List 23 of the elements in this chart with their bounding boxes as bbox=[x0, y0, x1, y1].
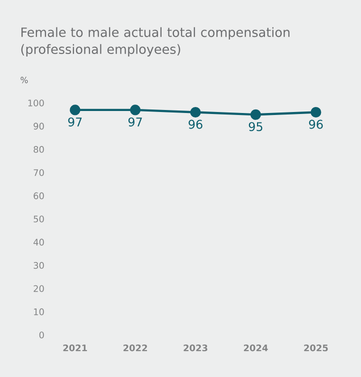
x-tick-label: 2023 bbox=[184, 344, 208, 352]
data-label: 96 bbox=[309, 120, 323, 129]
data-label: 97 bbox=[68, 117, 82, 127]
y-tick-label: 40 bbox=[34, 238, 44, 246]
y-tick-label: 20 bbox=[34, 285, 44, 292]
y-tick-label: 70 bbox=[34, 169, 44, 176]
y-tick-label: 100 bbox=[28, 100, 44, 106]
x-tick-label: 2024 bbox=[244, 344, 268, 352]
x-tick-label: 2025 bbox=[304, 344, 328, 352]
y-axis-title: % bbox=[20, 76, 28, 84]
data-label: 95 bbox=[248, 122, 262, 132]
y-tick-label: 60 bbox=[34, 192, 44, 200]
data-label: 97 bbox=[128, 117, 142, 127]
y-tick-label: 90 bbox=[34, 122, 44, 130]
y-tick-label: 80 bbox=[34, 146, 44, 153]
chart-title: Female to male actual total compensation (professional employees) bbox=[21, 27, 290, 56]
x-tick-label: 2021 bbox=[63, 344, 87, 352]
y-tick-label: 30 bbox=[34, 262, 44, 269]
y-tick-label: 0 bbox=[39, 332, 44, 338]
x-tick-label: 2022 bbox=[124, 344, 147, 352]
y-tick-label: 10 bbox=[34, 308, 44, 316]
data-label: 96 bbox=[188, 120, 202, 129]
y-tick-label: 50 bbox=[34, 216, 44, 222]
